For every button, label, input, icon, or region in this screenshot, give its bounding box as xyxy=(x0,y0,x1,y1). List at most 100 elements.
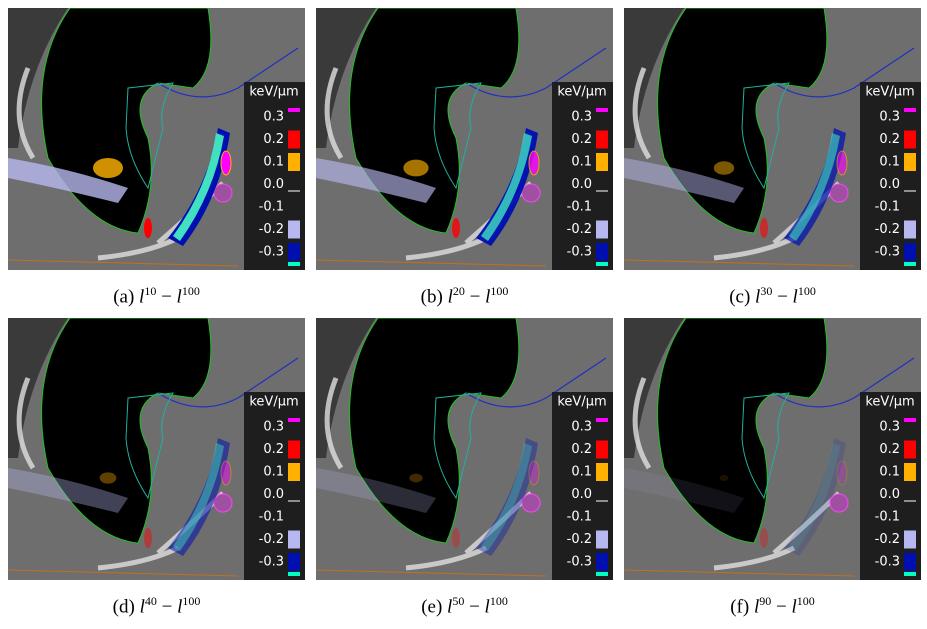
caption: (e) l50 − l100 xyxy=(316,594,613,618)
caption-label: (b) xyxy=(420,286,443,308)
legend-swatch xyxy=(904,440,916,459)
legend-label: -0.2 xyxy=(875,532,900,547)
legend-label: 0.2 xyxy=(263,132,284,147)
legend-unit: keV/µm xyxy=(557,85,606,100)
let-diff-magenta xyxy=(528,150,540,176)
caption-var: l xyxy=(139,596,145,618)
heart-contour xyxy=(773,47,915,98)
heart-contour xyxy=(157,357,299,408)
let-diff-red xyxy=(760,218,768,238)
legend-box xyxy=(860,82,921,270)
caption-var: l xyxy=(177,596,183,618)
caption-label: (d) xyxy=(112,596,135,618)
tumor-contour xyxy=(741,392,790,500)
legend-label: -0.1 xyxy=(259,200,284,215)
legend-label: 0.1 xyxy=(571,155,592,170)
color-legend: keV/µm 0.3 0.2 0.1 0.0 -0.1 -0.2 -0.3 xyxy=(244,82,305,270)
subfigure: keV/µm 0.3 0.2 0.1 0.0 -0.1 -0.2 -0.3 (b) l20 − … xyxy=(316,8,613,308)
let-diff-blue xyxy=(168,438,230,556)
legend-label: -0.3 xyxy=(875,555,900,570)
ct-image: keV/µm 0.3 0.2 0.1 0.0 -0.1 -0.2 -0.3 xyxy=(8,8,305,270)
legend-swatch xyxy=(288,553,300,571)
caption-exp: 50 xyxy=(452,594,465,608)
let-diff-cyan xyxy=(481,133,532,241)
legend-label: -0.3 xyxy=(259,245,284,260)
legend-box xyxy=(244,392,305,580)
body-outside xyxy=(316,8,376,148)
color-legend: keV/µm 0.3 0.2 0.1 0.0 -0.1 -0.2 -0.3 xyxy=(860,392,921,580)
heart-contour xyxy=(465,357,607,408)
let-diff-cyan xyxy=(173,133,224,241)
caption-exp: 100 xyxy=(490,284,509,298)
caption-var: l xyxy=(176,286,182,308)
legend-swatch xyxy=(288,262,300,266)
heart-contour xyxy=(465,47,607,98)
caption-var: l xyxy=(447,286,453,308)
caption: (f) l90 − l100 xyxy=(624,594,921,618)
legend-swatch xyxy=(288,108,300,112)
legend-label: 0.2 xyxy=(571,132,592,147)
caption-label: (a) xyxy=(113,286,135,308)
legend-label: 0.0 xyxy=(263,177,284,192)
caption-label: (e) xyxy=(421,596,443,618)
legend-unit: keV/µm xyxy=(865,85,914,100)
ct-image: keV/µm 0.3 0.2 0.1 0.0 -0.1 -0.2 -0.3 xyxy=(8,318,305,580)
legend-swatch xyxy=(904,500,916,502)
legend-swatch xyxy=(904,463,916,481)
legend-label: 0.0 xyxy=(571,177,592,192)
let-diff-red xyxy=(452,528,460,548)
legend-swatch xyxy=(596,440,608,459)
skin-line xyxy=(316,569,547,577)
legend-label: 0.3 xyxy=(571,110,592,125)
caption-label: (f) xyxy=(730,596,750,618)
color-legend: keV/µm 0.3 0.2 0.1 0.0 -0.1 -0.2 -0.3 xyxy=(860,82,921,270)
legend-label: 0.0 xyxy=(879,177,900,192)
legend-box xyxy=(860,392,921,580)
legend-label: 0.0 xyxy=(263,487,284,502)
legend-swatch xyxy=(904,153,916,171)
subfigure: keV/µm 0.3 0.2 0.1 0.0 -0.1 -0.2 -0.3 (a) l10 − … xyxy=(8,8,305,308)
spine xyxy=(829,183,849,203)
legend-swatch xyxy=(288,572,300,576)
legend-unit: keV/µm xyxy=(249,85,298,100)
let-diff-cyan xyxy=(789,133,840,241)
legend-swatch xyxy=(288,130,300,149)
legend-box xyxy=(244,82,305,270)
tumor-contour xyxy=(125,392,174,500)
legend-label: 0.2 xyxy=(571,442,592,457)
let-diff-red xyxy=(144,528,152,548)
legend-label: -0.3 xyxy=(875,245,900,260)
legend-box xyxy=(552,392,613,580)
let-diff-lavender xyxy=(8,468,128,513)
skin-line xyxy=(8,259,239,267)
ct-image: keV/µm 0.3 0.2 0.1 0.0 -0.1 -0.2 -0.3 xyxy=(316,8,613,270)
caption: (a) l10 − l100 xyxy=(8,284,305,308)
legend-swatch xyxy=(596,153,608,171)
color-legend: keV/µm 0.3 0.2 0.1 0.0 -0.1 -0.2 -0.3 xyxy=(552,82,613,270)
legend-swatch xyxy=(288,530,300,549)
skin-line xyxy=(8,569,239,577)
let-diff-red xyxy=(144,218,152,238)
skin-line xyxy=(624,259,855,267)
caption-exp: 100 xyxy=(182,594,201,608)
caption-operator: − xyxy=(777,286,788,308)
caption-exp: 100 xyxy=(796,594,815,608)
legend-swatch xyxy=(904,262,916,266)
legend-swatch xyxy=(288,220,300,239)
legend-swatch xyxy=(288,153,300,171)
caption-var: l xyxy=(139,286,145,308)
tumor-contour xyxy=(433,392,482,500)
caption-var: l xyxy=(791,596,797,618)
legend-swatch xyxy=(904,553,916,571)
let-diff-lavender xyxy=(8,158,128,203)
let-diff-red xyxy=(760,528,768,548)
spine xyxy=(829,493,849,513)
legend-swatch xyxy=(596,220,608,239)
caption: (c) l30 − l100 xyxy=(624,284,921,308)
ct-image: keV/µm 0.3 0.2 0.1 0.0 -0.1 -0.2 -0.3 xyxy=(624,318,921,580)
heart-contour xyxy=(157,47,299,98)
legend-label: -0.2 xyxy=(567,532,592,547)
tumor-contour xyxy=(433,82,482,190)
legend-label: -0.1 xyxy=(567,200,592,215)
